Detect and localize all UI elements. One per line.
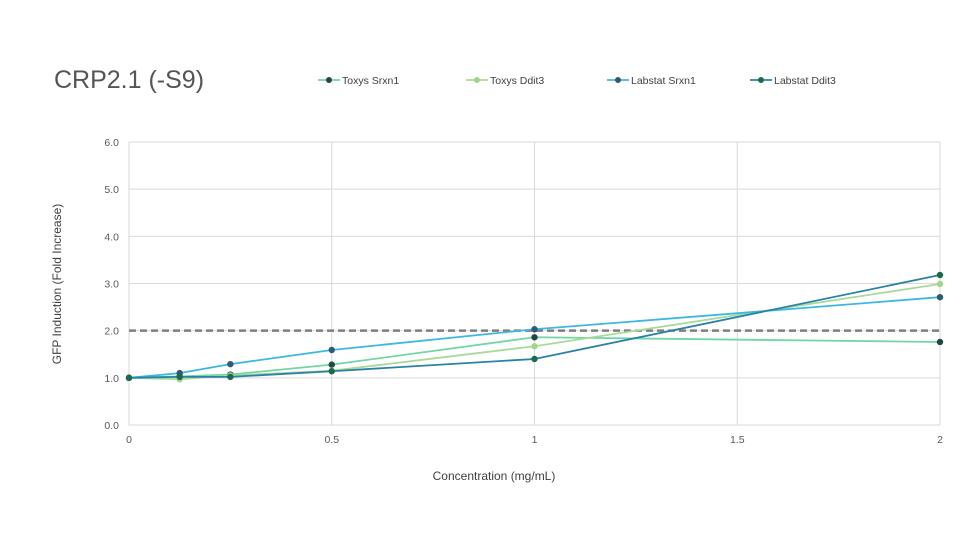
- data-point: [936, 293, 944, 301]
- data-point: [328, 346, 335, 354]
- data-point: [227, 360, 234, 368]
- data-point: [328, 368, 335, 375]
- chart-title: CRP2.1 (-S9): [54, 66, 204, 94]
- legend-label: Toxys Ddit3: [490, 75, 544, 87]
- data-point: [531, 334, 538, 341]
- legend-item: Toxys Ddit3: [466, 75, 544, 87]
- x-tick-label: 0: [126, 434, 132, 446]
- data-point: [531, 326, 538, 333]
- data-point: [227, 373, 234, 381]
- x-tick-label: 1.5: [730, 434, 745, 446]
- data-point: [936, 271, 944, 279]
- y-tick-label: 1.0: [104, 373, 119, 385]
- series-line: [128, 283, 941, 381]
- series-labstat-ddit3: [125, 271, 944, 382]
- legend-item: Toxys Srxn1: [318, 75, 399, 87]
- legend-marker: [758, 77, 764, 83]
- legend-label: Labstat Ddit3: [774, 75, 836, 87]
- data-point: [176, 373, 183, 381]
- y-tick-label: 4.0: [104, 231, 119, 243]
- legend-item: Labstat Srxn1: [607, 75, 696, 87]
- y-axis-label: GFP Induction (Fold Increase): [50, 204, 64, 365]
- data-point: [936, 338, 944, 346]
- legend-marker: [615, 77, 621, 83]
- data-point: [328, 361, 335, 368]
- series-line: [128, 296, 941, 379]
- x-axis-label: Concentration (mg/mL): [433, 469, 556, 483]
- legend-label: Toxys Srxn1: [342, 75, 399, 87]
- data-point: [125, 374, 133, 382]
- series-line: [128, 274, 941, 379]
- y-tick-label: 3.0: [104, 279, 119, 291]
- data-point: [531, 343, 538, 350]
- y-tick-label: 0.0: [104, 420, 119, 432]
- legend-marker: [474, 77, 480, 83]
- legend-marker: [326, 77, 332, 83]
- data-point: [936, 280, 944, 288]
- x-tick-label: 1: [532, 434, 538, 446]
- y-tick-label: 2.0: [104, 326, 119, 338]
- y-tick-label: 5.0: [104, 184, 119, 196]
- legend-label: Labstat Srxn1: [631, 75, 696, 87]
- y-tick-label: 6.0: [104, 137, 119, 149]
- legend-item: Labstat Ddit3: [750, 75, 836, 87]
- data-point: [531, 355, 538, 363]
- x-tick-label: 0.5: [324, 434, 339, 446]
- x-tick-label: 2: [937, 434, 943, 446]
